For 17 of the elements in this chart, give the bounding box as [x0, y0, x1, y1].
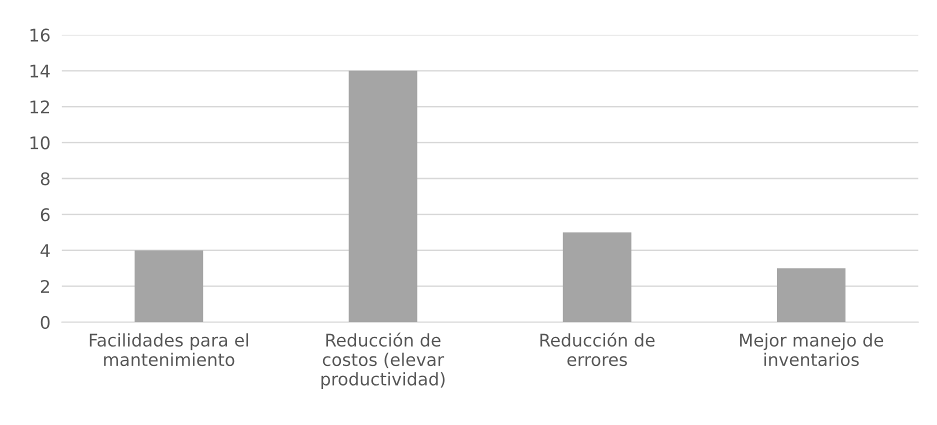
y-tick-label: 16 — [30, 28, 50, 42]
y-tick-label: 2 — [40, 280, 49, 293]
y-tick-label: 14 — [30, 64, 50, 78]
y-tick-label: 6 — [40, 208, 50, 222]
y-tick-label: 0 — [40, 316, 50, 329]
y-tick-label: 10 — [30, 136, 50, 150]
y-tick-label: 12 — [30, 100, 49, 114]
x-tick-label: Mejor manejo de inventarios — [740, 333, 884, 366]
x-tick-label: Reducción de costos (elevar productividad) — [322, 332, 445, 389]
bar — [562, 232, 632, 322]
y-tick-label: 4 — [40, 244, 50, 257]
bar — [776, 268, 846, 322]
bar — [134, 250, 204, 322]
bar — [348, 70, 418, 322]
x-tick-label: Reducción de errores — [540, 332, 655, 366]
y-tick-label: 8 — [40, 172, 50, 186]
x-tick-label: Facilidades para el mantenimiento — [90, 333, 248, 366]
